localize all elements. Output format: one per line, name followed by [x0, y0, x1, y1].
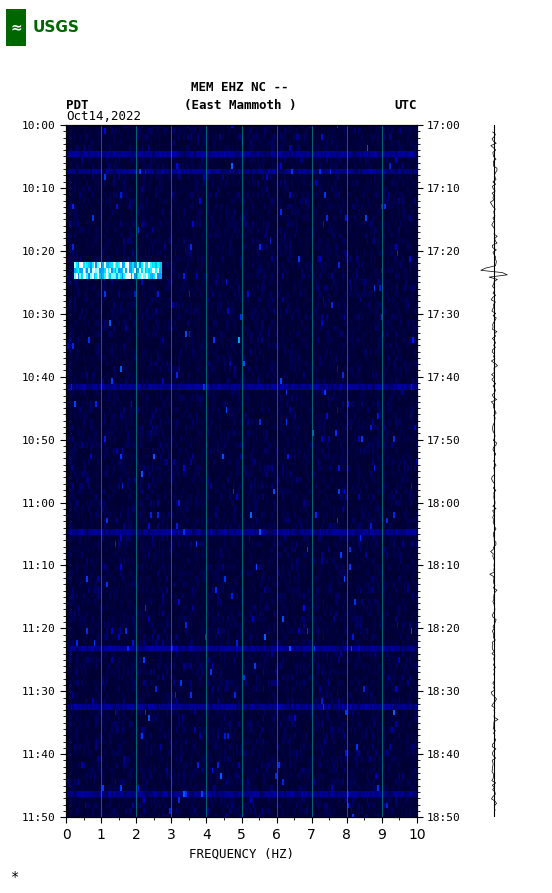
FancyBboxPatch shape	[6, 9, 26, 46]
Text: (East Mammoth ): (East Mammoth )	[184, 98, 296, 112]
Text: UTC: UTC	[394, 98, 417, 112]
Text: *: *	[11, 870, 19, 884]
Text: MEM EHZ NC --: MEM EHZ NC --	[192, 80, 289, 94]
Text: PDT: PDT	[66, 98, 89, 112]
Text: ≈: ≈	[10, 21, 22, 35]
Text: Oct14,2022: Oct14,2022	[66, 110, 141, 123]
Text: USGS: USGS	[33, 21, 80, 35]
X-axis label: FREQUENCY (HZ): FREQUENCY (HZ)	[189, 847, 294, 860]
